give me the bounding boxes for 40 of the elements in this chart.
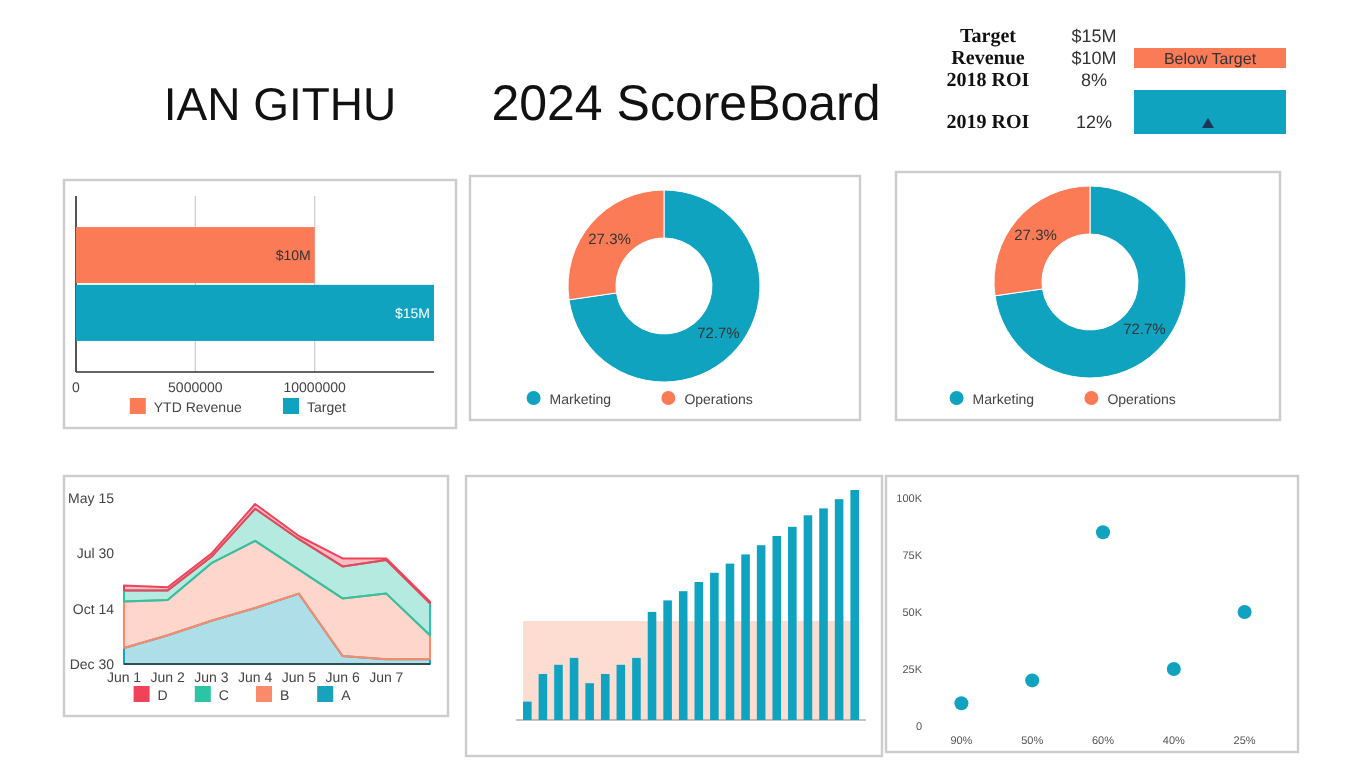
bar xyxy=(694,582,704,720)
bar xyxy=(632,657,641,720)
text: 2019 ROI xyxy=(946,112,1030,134)
bar xyxy=(850,490,859,720)
bar xyxy=(663,600,672,720)
point xyxy=(1237,605,1252,619)
text: 8% xyxy=(1080,70,1108,90)
bar xyxy=(772,536,782,720)
text: 12% xyxy=(1075,112,1113,132)
bar xyxy=(803,515,813,720)
bar xyxy=(647,611,657,720)
bar xyxy=(554,664,563,720)
bar xyxy=(569,657,579,720)
bar xyxy=(538,674,548,720)
bar xyxy=(819,508,828,720)
bar xyxy=(725,563,735,720)
bar xyxy=(834,499,844,720)
bar xyxy=(710,572,719,720)
text: 2024 ScoreBoard xyxy=(491,76,881,132)
bar xyxy=(678,591,688,720)
text: IAN GITHU xyxy=(163,78,397,130)
bar xyxy=(585,683,594,720)
point xyxy=(1096,525,1110,540)
text: Below Target xyxy=(1163,50,1258,68)
point xyxy=(1025,673,1040,688)
point xyxy=(1166,662,1181,676)
donut-slice xyxy=(568,189,761,383)
text: Target xyxy=(960,26,1018,48)
text: Revenue xyxy=(951,48,1026,70)
bar xyxy=(741,554,750,720)
text: $10M xyxy=(1071,48,1117,68)
text: 2018 ROI xyxy=(946,70,1030,92)
text: $15M xyxy=(1071,26,1117,46)
bar xyxy=(616,664,626,720)
donut-slice xyxy=(994,185,1187,379)
bar xyxy=(523,701,532,720)
point xyxy=(954,696,969,711)
bar xyxy=(788,526,797,720)
bar xyxy=(756,545,766,720)
bar xyxy=(600,674,610,720)
